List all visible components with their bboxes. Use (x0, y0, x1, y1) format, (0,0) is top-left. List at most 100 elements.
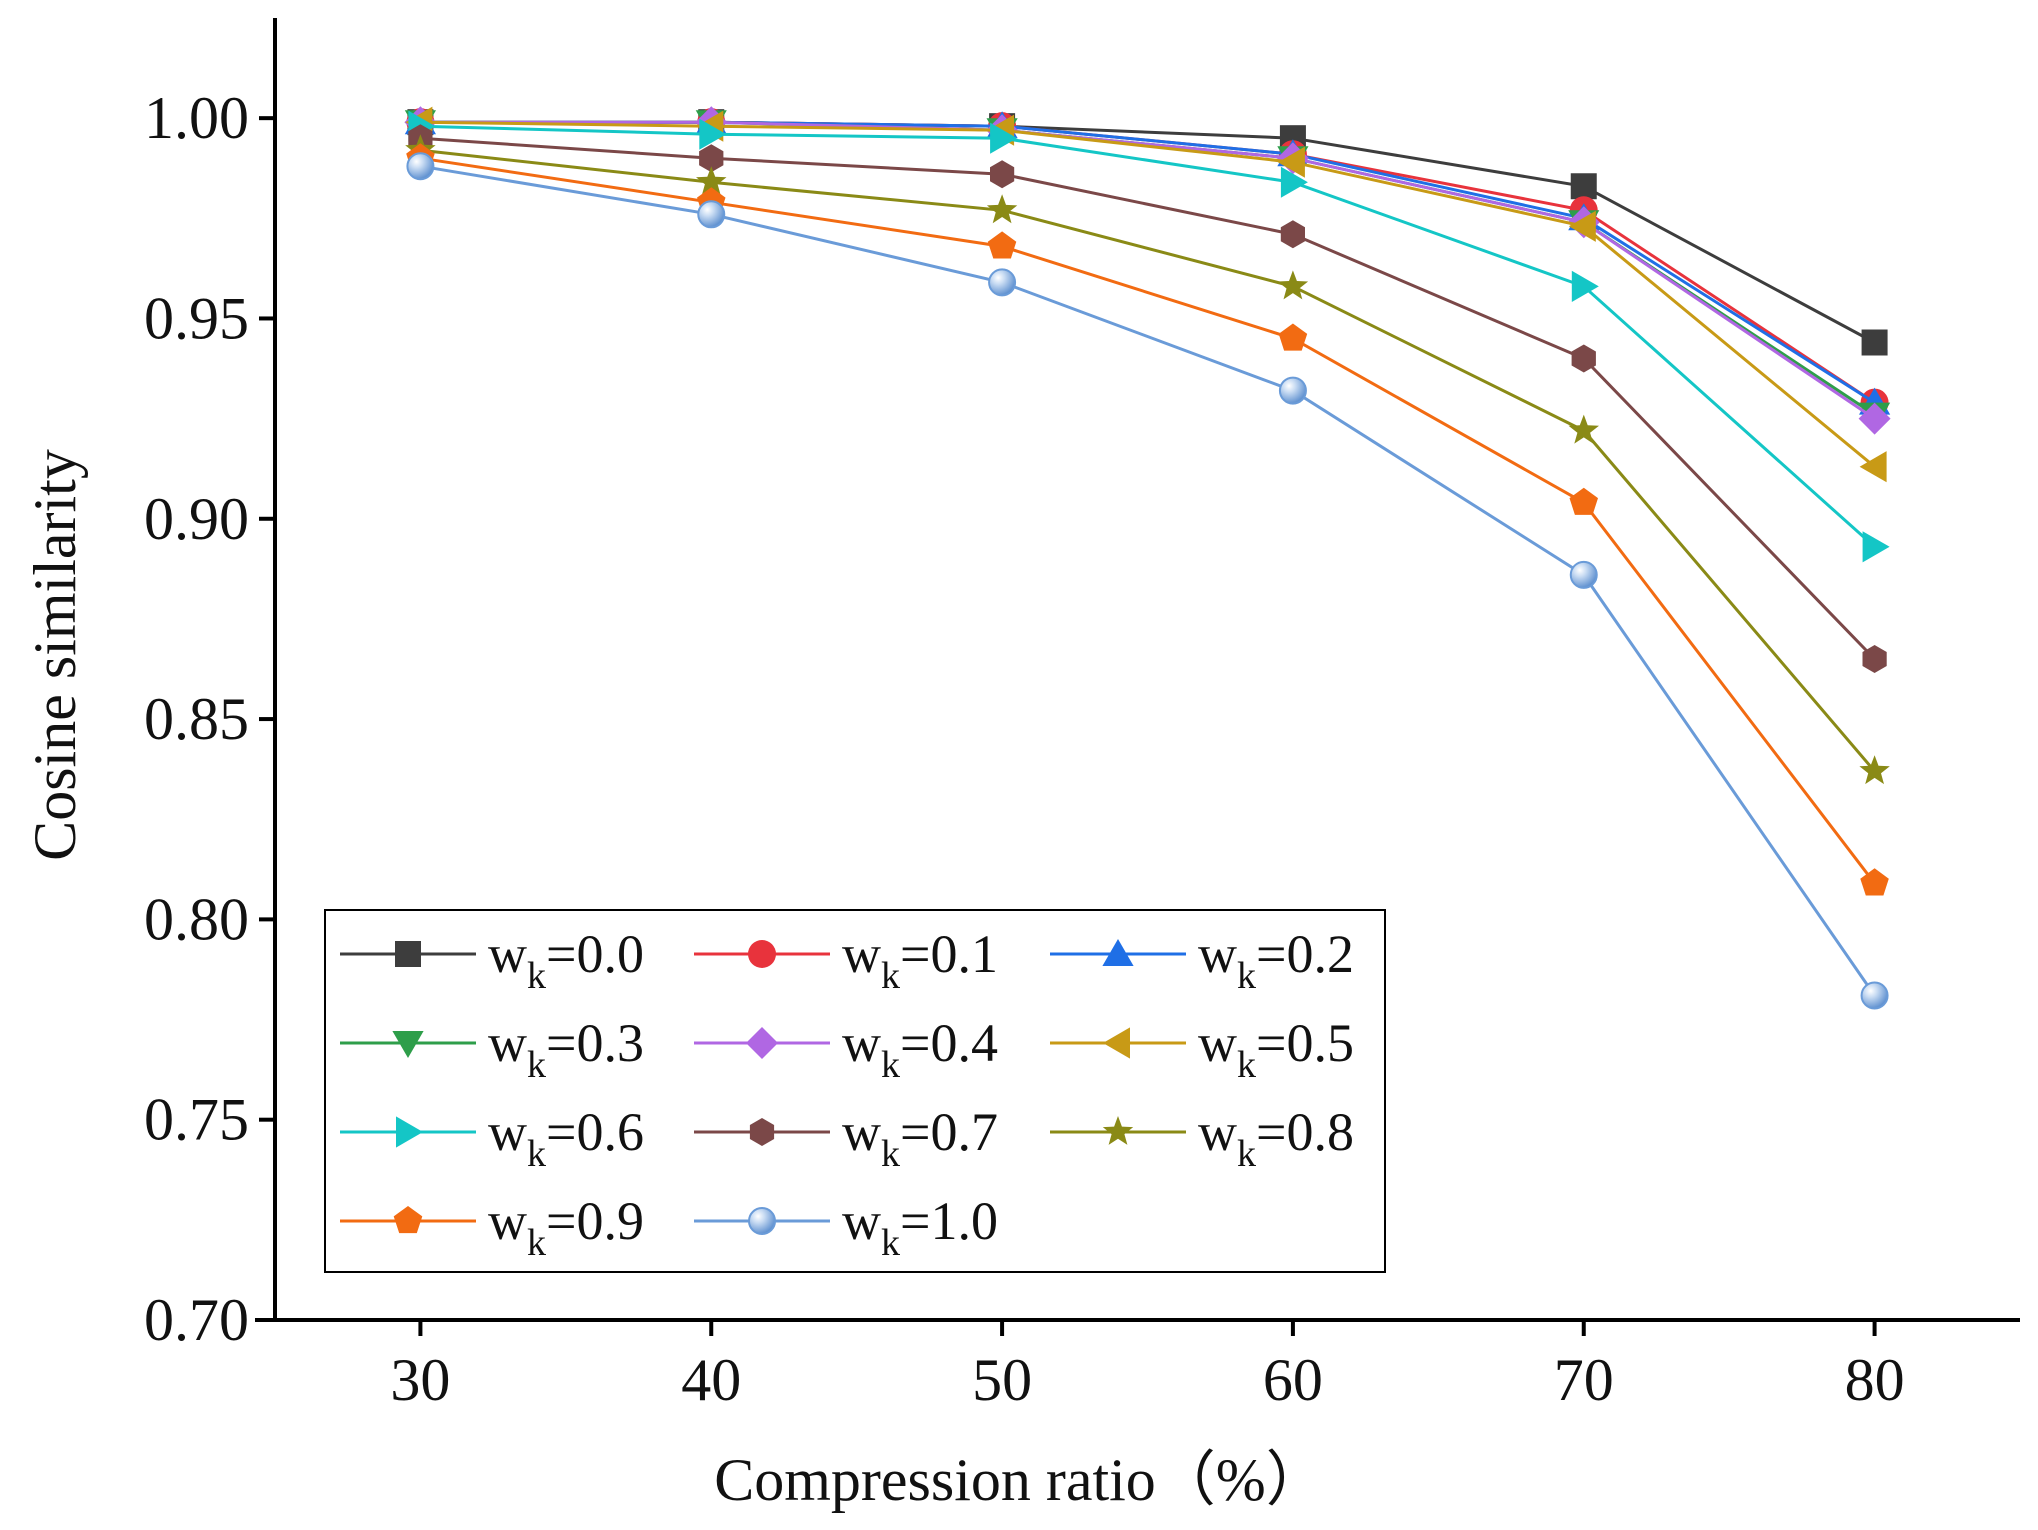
y-ticks: 0.70 0.75 0.80 0.85 0.90 0.95 1.00 (144, 85, 275, 1353)
legend-label: wk=0.5 (1198, 1013, 1354, 1086)
data-point (1858, 402, 1891, 435)
data-point (1859, 755, 1890, 785)
data-point (1568, 210, 1596, 242)
legend-item: wk=0.1 (694, 924, 998, 997)
series-line (420, 120, 1876, 468)
data-point (1569, 487, 1598, 515)
legend-label: wk=0.4 (842, 1013, 998, 1086)
legend-item: wk=0.0 (340, 924, 644, 997)
axes (255, 18, 2020, 1322)
legend-marker (1102, 939, 1134, 966)
data-point (1862, 645, 1887, 673)
x-tick-label: 70 (1554, 1347, 1614, 1413)
series-wk=0.6 (408, 110, 1890, 563)
x-tick-label: 50 (972, 1347, 1032, 1413)
data-point (987, 231, 1017, 259)
legend-marker (392, 1031, 424, 1058)
series-line (420, 136, 1876, 661)
series-line (420, 120, 1876, 404)
legend-marker (1103, 1027, 1130, 1059)
series-line (420, 148, 1876, 773)
legend-item: wk=0.5 (1050, 1013, 1354, 1086)
legend-label: wk=0.7 (842, 1102, 998, 1175)
series-line (420, 124, 1876, 548)
x-tick-label: 80 (1845, 1347, 1905, 1413)
legend-marker (393, 1206, 423, 1234)
data-point (1571, 270, 1599, 302)
x-axis-title: Compression ratio（%） (714, 1447, 1326, 1513)
data-point (699, 118, 727, 150)
data-point (990, 122, 1018, 154)
legend-label: wk=0.6 (488, 1102, 644, 1175)
data-point (1860, 981, 1889, 1010)
y-tick-label: 0.80 (144, 886, 249, 952)
data-point (1568, 414, 1599, 444)
series-wk=0.5 (405, 106, 1887, 483)
data-point (1280, 166, 1308, 198)
legend-item: wk=0.3 (340, 1013, 644, 1086)
y-tick-label: 0.85 (144, 686, 249, 752)
data-point (1277, 146, 1305, 178)
legend-label: wk=0.3 (488, 1013, 644, 1086)
data-point (1277, 270, 1309, 300)
series-wk=1.0 (406, 152, 1889, 1010)
legend-label: wk=0.9 (488, 1191, 644, 1264)
y-tick-label: 0.95 (144, 285, 249, 351)
series-line (420, 120, 1876, 404)
series-wk=0.9 (406, 143, 1889, 896)
series-wk=0.7 (408, 124, 1887, 673)
data-point (697, 200, 726, 229)
legend-item: wk=1.0 (694, 1191, 998, 1264)
series-line (420, 120, 1876, 416)
data-point (1862, 531, 1890, 563)
series-line (420, 164, 1876, 997)
legend-marker (749, 1118, 775, 1146)
series-line (420, 156, 1876, 885)
data-point (699, 144, 724, 173)
data-point (1571, 344, 1596, 373)
x-tick-label: 40 (681, 1347, 741, 1413)
y-tick-label: 0.70 (144, 1287, 249, 1353)
legend-marker (1102, 1116, 1134, 1145)
data-point (988, 268, 1017, 297)
legend-item: wk=0.8 (1050, 1102, 1354, 1175)
data-point (990, 160, 1015, 189)
legend-item: wk=0.7 (694, 1102, 998, 1175)
legend-marker (395, 941, 421, 967)
data-point (1859, 451, 1887, 483)
x-tick-label: 30 (390, 1347, 450, 1413)
data-point (1570, 173, 1597, 200)
y-tick-label: 1.00 (144, 85, 249, 151)
legend-box (324, 909, 1386, 1273)
data-point (406, 152, 435, 181)
series-wk=0.1 (406, 108, 1889, 417)
legend-marker (748, 940, 776, 968)
legend-item: wk=0.2 (1050, 924, 1354, 997)
y-axis-title: Cosine similarity (22, 449, 88, 861)
legend-item: wk=0.6 (340, 1102, 644, 1175)
series-layer (404, 106, 1891, 1010)
legend-marker (746, 1027, 778, 1059)
series-line (420, 120, 1876, 344)
y-tick-label: 0.75 (144, 1087, 249, 1153)
data-point (696, 166, 727, 196)
data-point (1569, 560, 1598, 589)
data-point (1278, 376, 1307, 405)
legend-marker (396, 1116, 423, 1148)
legend-marker (748, 1207, 776, 1235)
data-point (1860, 868, 1889, 896)
legend-label: wk=0.2 (1198, 924, 1354, 997)
series-line (420, 120, 1876, 420)
legend-label: wk=0.1 (842, 924, 998, 997)
legend: wk=0.0 wk=0.1 wk=0.2 wk=0.3 wk=0.4 wk=0.5 wk=0… (324, 909, 1386, 1273)
data-point (986, 194, 1018, 224)
data-point (1278, 323, 1308, 351)
data-point (1861, 329, 1888, 356)
x-tick-label: 60 (1263, 1347, 1323, 1413)
legend-label: wk=1.0 (842, 1191, 998, 1264)
legend-label: wk=0.8 (1198, 1102, 1354, 1175)
data-point (1280, 220, 1305, 249)
x-ticks: 30 40 50 60 70 80 (390, 1320, 1905, 1413)
legend-item: wk=0.4 (694, 1013, 998, 1086)
